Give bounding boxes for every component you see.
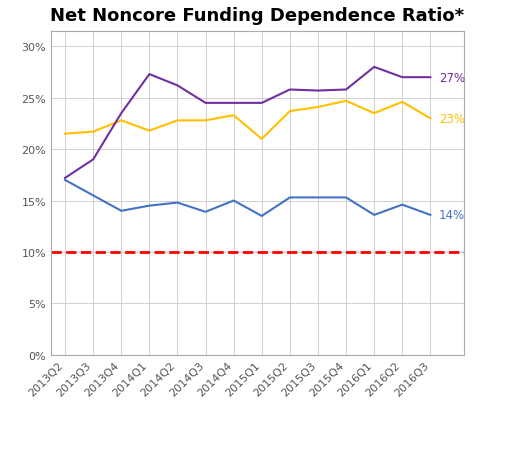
Large Savings Banks	[399, 75, 405, 81]
Thrift Risk Benchmark	[90, 250, 96, 255]
All Commercial Banks	[90, 193, 96, 199]
Regional Savings & Loan Assns	[174, 118, 180, 124]
Text: 23%: 23%	[438, 112, 464, 126]
All Commercial Banks	[427, 212, 433, 218]
Regional Savings & Loan Assns	[343, 99, 349, 104]
Regional Savings & Loan Assns	[118, 118, 124, 124]
All Commercial Banks	[314, 195, 320, 201]
Large Savings Banks	[258, 101, 264, 106]
Regional Savings & Loan Assns	[286, 109, 292, 115]
Regional Savings & Loan Assns	[258, 137, 264, 142]
Title: Net Noncore Funding Dependence Ratio*: Net Noncore Funding Dependence Ratio*	[50, 7, 464, 25]
Regional Savings & Loan Assns	[90, 130, 96, 135]
All Commercial Banks	[399, 202, 405, 208]
Line: All Commercial Banks: All Commercial Banks	[65, 181, 430, 217]
Large Savings Banks	[62, 176, 68, 181]
Regional Savings & Loan Assns	[230, 113, 236, 119]
Large Savings Banks	[202, 101, 208, 106]
Large Savings Banks	[427, 75, 433, 81]
Regional Savings & Loan Assns	[371, 111, 377, 116]
All Commercial Banks	[230, 198, 236, 204]
Regional Savings & Loan Assns	[62, 131, 68, 137]
Thrift Risk Benchmark	[62, 250, 68, 255]
Large Savings Banks	[230, 101, 236, 106]
Regional Savings & Loan Assns	[146, 129, 152, 134]
Regional Savings & Loan Assns	[399, 100, 405, 106]
All Commercial Banks	[258, 214, 264, 219]
Large Savings Banks	[90, 157, 96, 163]
Regional Savings & Loan Assns	[427, 116, 433, 122]
Large Savings Banks	[314, 89, 320, 94]
Text: 27%: 27%	[438, 71, 464, 85]
All Commercial Banks	[202, 210, 208, 215]
All Commercial Banks	[146, 203, 152, 209]
All Commercial Banks	[62, 178, 68, 183]
All Commercial Banks	[118, 208, 124, 214]
Line: Large Savings Banks: Large Savings Banks	[65, 68, 430, 178]
All Commercial Banks	[343, 195, 349, 201]
Large Savings Banks	[118, 111, 124, 116]
All Commercial Banks	[371, 212, 377, 218]
All Commercial Banks	[174, 200, 180, 206]
Large Savings Banks	[286, 87, 292, 93]
Large Savings Banks	[174, 83, 180, 89]
Regional Savings & Loan Assns	[202, 118, 208, 124]
Large Savings Banks	[371, 65, 377, 71]
Text: 14%: 14%	[438, 209, 464, 222]
Regional Savings & Loan Assns	[314, 105, 320, 111]
Line: Regional Savings & Loan Assns: Regional Savings & Loan Assns	[65, 101, 430, 140]
Large Savings Banks	[146, 72, 152, 78]
Large Savings Banks	[343, 87, 349, 93]
All Commercial Banks	[286, 195, 292, 201]
